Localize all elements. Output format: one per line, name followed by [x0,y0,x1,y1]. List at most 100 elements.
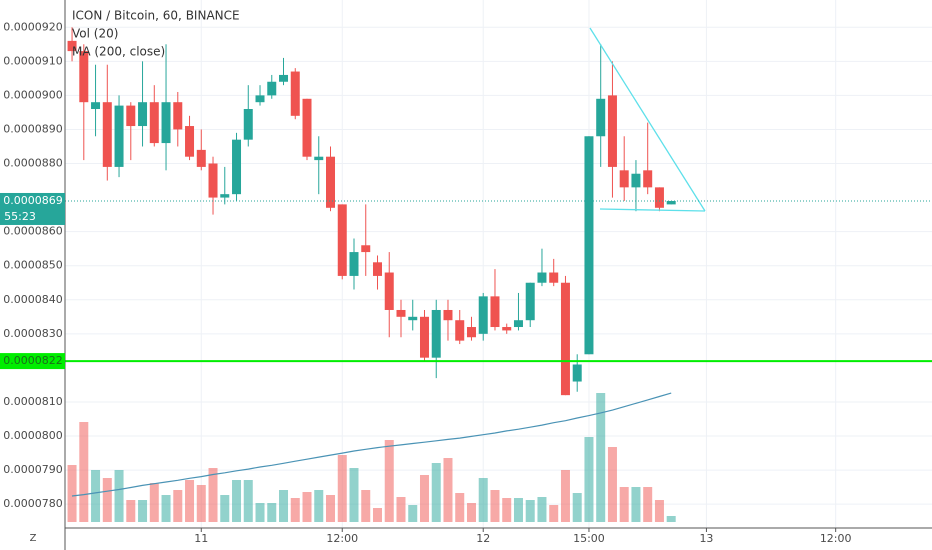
x-tick-label: 12:00 [820,532,852,545]
candle-body [490,296,500,328]
volume-bar [326,495,336,522]
candle-body [161,102,171,144]
volume-bar [161,495,171,522]
candle-body [654,187,664,208]
candle-body [408,316,418,321]
candle-body [290,71,300,116]
candle-body [349,252,359,276]
volume-bar [537,497,547,522]
candle-body [220,194,230,198]
candle-body [67,40,77,52]
volume-bar [596,393,606,522]
volume-bar [478,478,488,522]
candle-body [384,272,394,310]
volume-bar [138,500,148,522]
y-tick-label: 0.0000810 [3,395,63,408]
candle-body [337,204,347,276]
candle-body [91,102,101,110]
candle-body [466,327,476,338]
y-tick-label: 0.0000790 [3,463,63,476]
volume-bar [102,478,112,522]
x-tick-label: 11 [194,532,208,545]
volume-bar [220,495,230,522]
volume-bar [560,470,570,522]
volume-bar [619,487,629,522]
candle-body [596,98,606,137]
volume-bar [443,458,453,522]
volume-bar [654,500,664,522]
candle-body [455,320,465,341]
candle-body [302,98,312,157]
candle-body [560,282,570,396]
volume-bar [255,503,265,522]
last-price-label-bg [0,192,65,225]
candle-body [114,105,124,167]
candle-body [314,156,324,161]
volume-bar [607,447,617,522]
volume-bar [419,475,429,522]
volume-bar [643,487,653,522]
volume-bar [490,490,500,522]
candle-body [584,136,594,355]
volume-bar [208,468,218,522]
zoom-button[interactable]: Z [30,533,37,544]
candle-body [361,245,371,253]
volume-bar [513,498,523,522]
candle-body [243,109,253,140]
y-tick-label: 0.0000800 [3,429,63,442]
candle-body [502,327,512,331]
volume-bar [67,465,77,522]
volume-bar [302,492,312,522]
candle-body [525,282,535,321]
candle-body [537,272,547,283]
candle-body [102,102,112,167]
candle-body [126,105,136,127]
candle-body [79,51,89,103]
candle-body [232,139,242,195]
candle-body [631,173,641,188]
volume-bar [149,483,159,522]
y-tick-label: 0.0000840 [3,293,63,306]
candle-body [208,163,218,198]
volume-bar [666,516,676,522]
countdown-label: 55:23 [4,210,36,223]
price-line-label-bg [0,353,65,370]
y-tick-label: 0.0000850 [3,259,63,272]
y-tick-label: 0.0000860 [3,225,63,238]
legend-volume: Vol (20) [72,27,118,41]
price-line-label: 0.0000822 [3,354,63,367]
volume-bar [114,470,124,522]
candle-body [431,309,441,358]
volume-bar [279,490,289,522]
y-tick-label: 0.0000780 [3,497,63,510]
candle-body [396,309,406,317]
ma-line [71,392,672,497]
volume-bar [337,455,347,522]
candle-body [572,364,582,382]
volume-bar [466,503,476,522]
price-axis-bg [0,0,65,550]
volume-bar [290,498,300,522]
volume-bar [549,505,559,522]
volume-bar [455,493,465,522]
volume-bar [408,505,418,522]
x-tick-label: 12 [476,532,490,545]
candle-body [443,309,453,321]
candle-body [185,126,195,157]
volume-pane [67,393,676,522]
trend-line [589,27,706,212]
candle-body [666,200,676,205]
y-tick-label: 0.0000890 [3,122,63,135]
grid [65,0,932,528]
y-tick-label: 0.0000880 [3,157,63,170]
volume-bar [631,487,641,522]
candle-body [149,102,159,144]
x-tick-label: 12:00 [326,532,358,545]
candle-body [549,272,559,283]
legend-title: ICON / Bitcoin, 60, BINANCE [72,9,240,23]
x-tick-label: 15:00 [573,532,605,545]
volume-bar [79,422,89,522]
candle-body [513,320,523,328]
price-lines [65,200,932,363]
